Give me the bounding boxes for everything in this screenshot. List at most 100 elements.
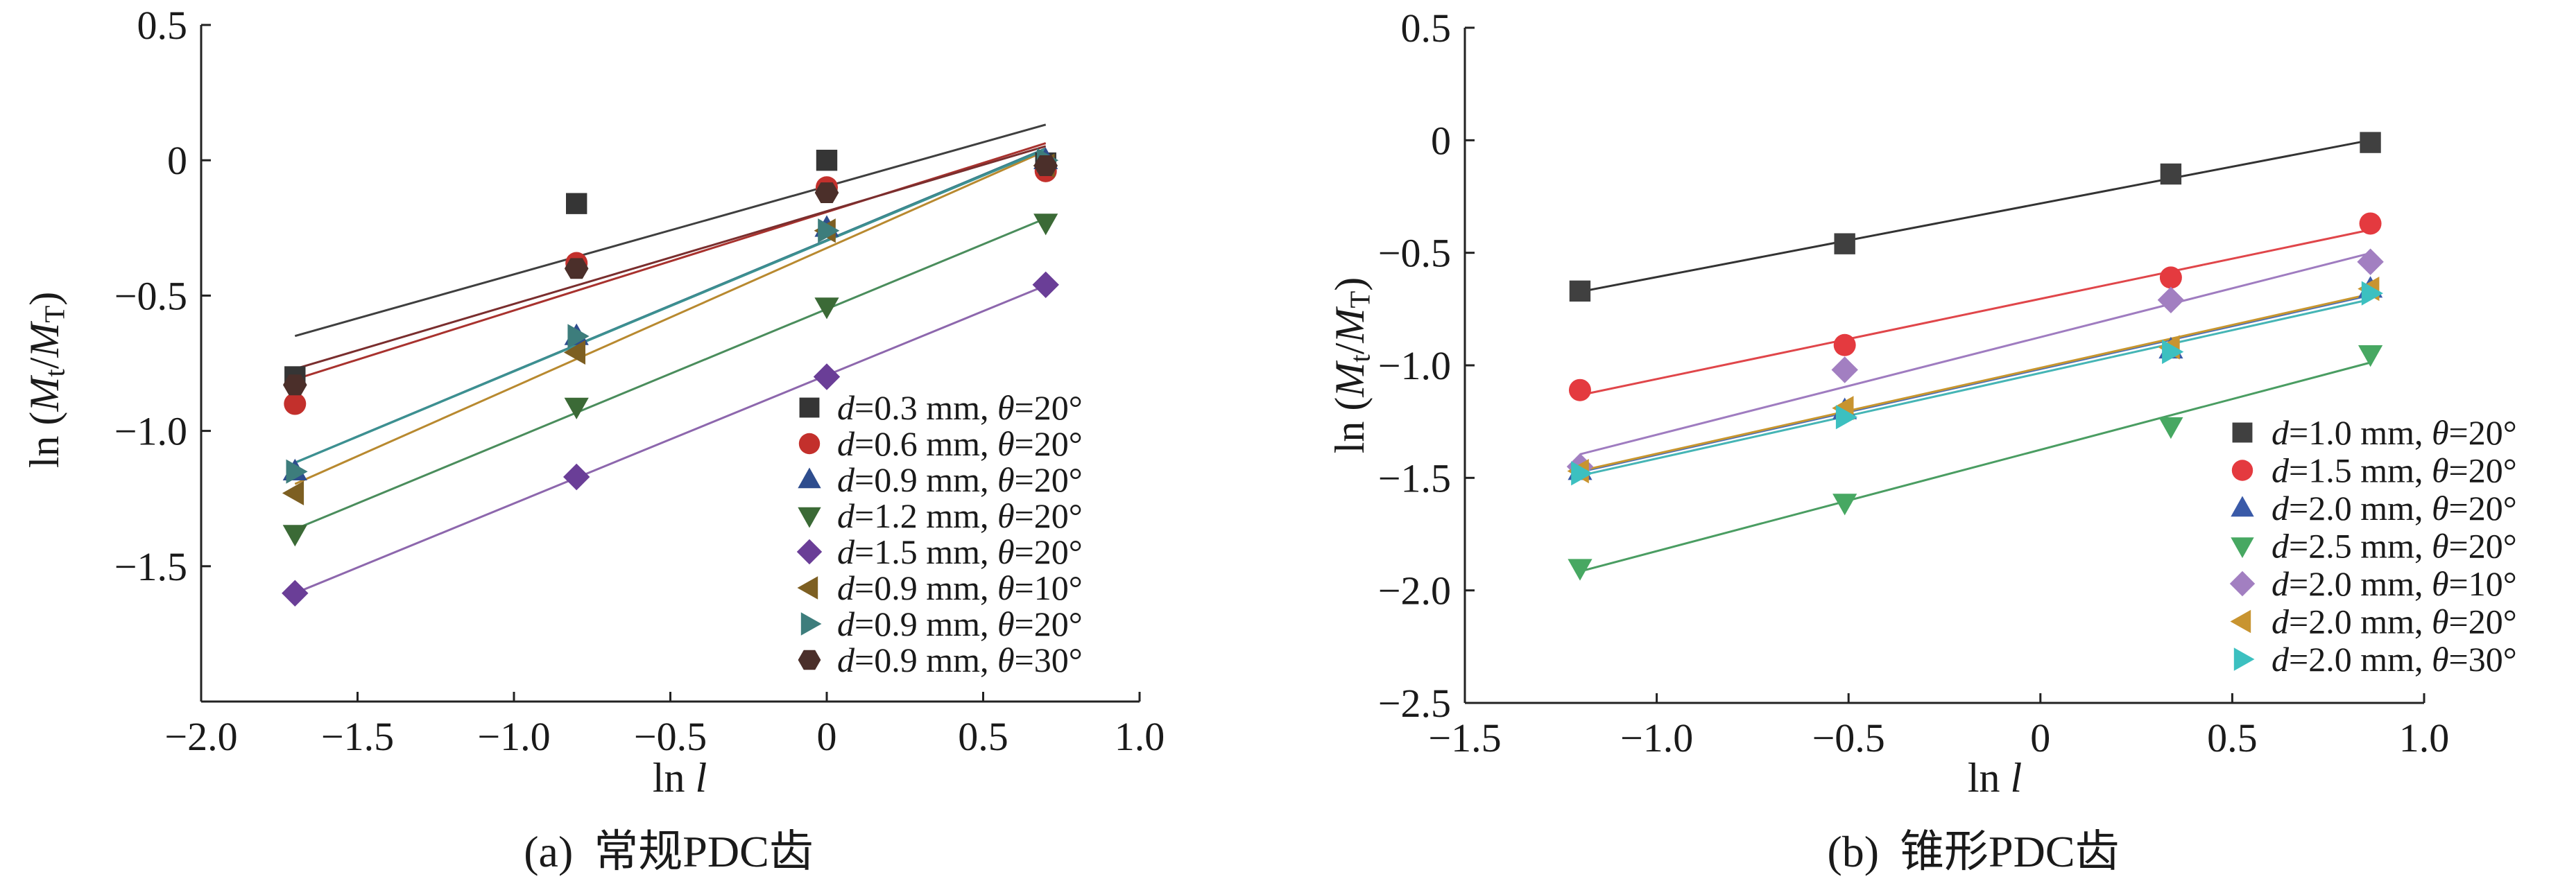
y-tick-label: 0.5 xyxy=(137,3,188,48)
legend-label-part: =2.0 mm, xyxy=(2289,602,2432,641)
fit-line-series-5 xyxy=(1579,252,2371,455)
data-point-series-2 xyxy=(284,392,307,415)
legend-label: d=1.5 mm, θ=20° xyxy=(837,532,1083,571)
legend-label-part: =0.9 mm, xyxy=(855,460,997,499)
data-point-series-2 xyxy=(2159,266,2182,289)
legend-label: d=2.0 mm, θ=10° xyxy=(2272,564,2517,603)
data-point-series-8 xyxy=(814,182,839,203)
data-point-series-6 xyxy=(563,340,585,365)
legend-label-part: d xyxy=(2272,489,2290,528)
axis-label-part: ) xyxy=(1327,277,1373,291)
y-axis-label: ln (Mt/MT) xyxy=(22,292,70,469)
fit-line-series-7 xyxy=(1579,298,2371,477)
legend-label-part: θ xyxy=(2432,451,2449,490)
legend-label-part: =1.5 mm, xyxy=(855,532,997,571)
axis-label-part: t xyxy=(1344,354,1375,363)
data-point-series-4 xyxy=(2358,345,2383,367)
legend-label-part: =10° xyxy=(2449,564,2517,603)
data-point-series-1 xyxy=(816,150,838,171)
axis-label-part: T xyxy=(39,306,70,323)
y-tick-label: −1.0 xyxy=(114,409,187,454)
triangle-down-legend-marker xyxy=(2231,537,2254,558)
legend: d=1.0 mm, θ=20°d=1.5 mm, θ=20°d=2.0 mm, … xyxy=(2229,413,2517,679)
legend-label-part: =2.5 mm, xyxy=(2289,527,2432,566)
legend-label: d=0.3 mm, θ=20° xyxy=(837,388,1083,427)
legend-label-part: d xyxy=(2272,413,2290,452)
data-point-series-8 xyxy=(1033,155,1058,176)
legend-label: d=2.0 mm, θ=20° xyxy=(2272,489,2517,528)
data-point-series-4 xyxy=(814,297,839,320)
legend-label-part: =20° xyxy=(1015,532,1083,571)
fit-line-series-6 xyxy=(1579,293,2371,472)
legend-label-part: θ xyxy=(997,496,1015,535)
data-point-series-4 xyxy=(1832,494,1857,516)
fit-line-series-6 xyxy=(294,150,1047,485)
data-point-series-4 xyxy=(564,397,589,419)
legend-label-part: =1.5 mm, xyxy=(2289,451,2432,490)
legend-label-part: =30° xyxy=(2449,640,2517,679)
axis-label-part: ln xyxy=(653,755,696,801)
legend-label: d=1.5 mm, θ=20° xyxy=(2272,451,2517,490)
data-point-series-7 xyxy=(1835,405,1858,430)
fit-line-series-4 xyxy=(294,217,1047,530)
legend-label-part: θ xyxy=(997,424,1015,463)
legend-label-part: θ xyxy=(997,604,1015,643)
data-point-series-7 xyxy=(567,324,590,349)
y-tick-label: −0.5 xyxy=(114,273,187,318)
triangle-right-legend-marker xyxy=(2233,647,2255,671)
axis-label-part: T xyxy=(1344,291,1375,308)
axis-label-part: M xyxy=(22,375,67,412)
fit-line-series-5 xyxy=(294,284,1047,595)
legend-label-part: d xyxy=(2272,602,2290,641)
diamond-legend-marker xyxy=(796,539,823,565)
legend-label-part: =0.9 mm, xyxy=(855,604,997,643)
legend-label-part: =20° xyxy=(1015,496,1083,535)
fit-line-series-1 xyxy=(1579,139,2371,293)
x-tick-label: −0.5 xyxy=(1812,715,1885,760)
x-axis-label: ln l xyxy=(653,755,707,801)
legend-label-part: =0.9 mm, xyxy=(855,568,997,607)
axis-label-part: M xyxy=(1327,306,1373,344)
legend-label: d=1.2 mm, θ=20° xyxy=(837,496,1083,535)
legend-label-part: =10° xyxy=(1015,568,1083,607)
legend-label-part: =2.0 mm, xyxy=(2289,564,2432,603)
data-point-series-4 xyxy=(1568,559,1592,581)
data-point-series-4 xyxy=(1033,214,1058,236)
axis-label-part: ln xyxy=(1968,755,2011,801)
square-legend-marker xyxy=(799,397,820,418)
legend-label-part: θ xyxy=(997,568,1015,607)
legend-label: d=2.5 mm, θ=20° xyxy=(2272,527,2517,566)
legend-label: d=0.9 mm, θ=10° xyxy=(837,568,1083,607)
legend-label-part: =20° xyxy=(2449,413,2517,452)
axis-label-part: l xyxy=(2011,755,2023,801)
legend-label-part: =2.0 mm, xyxy=(2289,640,2432,679)
data-point-series-5 xyxy=(2157,286,2185,313)
x-tick-label: 1.0 xyxy=(1115,714,1165,759)
legend-label: d=0.9 mm, θ=30° xyxy=(837,641,1083,679)
x-tick-label: 0.5 xyxy=(958,714,1008,759)
data-point-series-7 xyxy=(2361,281,2383,306)
hexagon-legend-marker xyxy=(798,650,821,670)
triangle-left-legend-marker xyxy=(797,576,818,600)
data-point-series-7 xyxy=(1571,461,1593,486)
fit-line-series-2 xyxy=(1579,229,2371,397)
legend-label-part: θ xyxy=(997,388,1015,427)
axis-label-part: M xyxy=(1327,360,1373,398)
fit-line-series-4 xyxy=(1579,361,2371,573)
fit-line-series-7 xyxy=(294,148,1047,464)
legend-label-part: =20° xyxy=(1015,604,1083,643)
x-tick-label: −1.0 xyxy=(1620,715,1693,760)
legend-label-part: =1.2 mm, xyxy=(855,496,997,535)
legend-label-part: d xyxy=(2272,640,2290,679)
circle-legend-marker xyxy=(2231,460,2253,481)
caption-text: 锥形PDC齿 xyxy=(1900,827,2120,876)
axis-label-part: / xyxy=(1327,342,1373,354)
axis-label-part: / xyxy=(22,357,67,369)
y-tick-label: −2.5 xyxy=(1378,681,1451,726)
data-point-series-1 xyxy=(2160,163,2182,185)
legend-label-part: θ xyxy=(2432,564,2449,603)
data-point-series-1 xyxy=(2360,132,2381,153)
legend-label-part: d xyxy=(837,388,855,427)
